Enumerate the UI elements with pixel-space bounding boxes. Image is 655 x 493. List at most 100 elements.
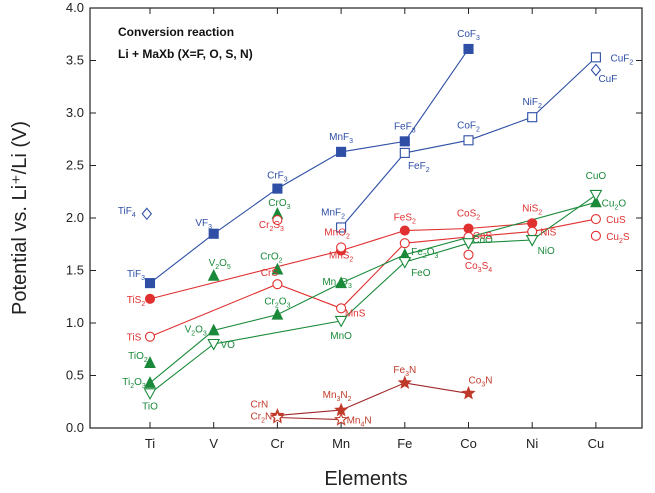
data-point (271, 262, 284, 275)
data-point (463, 43, 474, 55)
data-point (461, 385, 476, 400)
data-point (207, 269, 220, 281)
data-point (527, 218, 538, 229)
data-point (590, 52, 601, 63)
y-tick-label: 2.0 (66, 210, 84, 225)
x-tick-label: Cr (271, 436, 285, 451)
data-label: Cr2S3 (259, 220, 284, 233)
data-label: NiS (540, 228, 556, 239)
data-label: Fe2O3 (411, 247, 438, 260)
data-label: Mn2O3 (322, 277, 352, 290)
data-point (208, 228, 219, 239)
data-label: MnO2 (324, 227, 350, 240)
data-label: MnS (345, 308, 366, 319)
data-label: Co3S4 (465, 261, 492, 274)
y-tick-label: 2.5 (66, 158, 84, 173)
data-label: MnO (330, 331, 352, 342)
data-point (527, 112, 538, 123)
y-axis-title: Potential vs. Li⁺/Li (V) (9, 121, 31, 315)
data-points (141, 43, 603, 426)
x-tick-label: Co (460, 436, 477, 451)
data-label: FeO (411, 268, 431, 279)
data-point (336, 242, 347, 253)
data-label: NiS2 (522, 203, 542, 216)
data-point (399, 136, 410, 147)
data-point (272, 183, 283, 194)
data-point (399, 147, 410, 158)
data-label: CoS (473, 231, 493, 242)
data-point (144, 293, 156, 304)
data-label: CrS (261, 268, 279, 279)
data-label: Cr2N (251, 411, 273, 424)
data-label: Mn4N (347, 416, 372, 429)
data-label: Cu2O (602, 198, 627, 211)
x-tick-label: Ti (145, 436, 155, 451)
x-tick-label: V (209, 436, 218, 451)
data-label: MnF3 (329, 132, 353, 145)
data-label: NiO (538, 246, 555, 257)
data-point (272, 215, 283, 226)
data-label: FeS2 (394, 213, 416, 226)
data-point (334, 315, 348, 328)
x-axis-title: Elements (324, 468, 407, 490)
data-label: TiO (142, 401, 158, 412)
data-label: CoF3 (457, 29, 480, 42)
data-label: CrO3 (268, 198, 290, 211)
data-label: V2O3 (185, 324, 207, 337)
data-label: MnS2 (329, 251, 354, 264)
data-point (590, 214, 601, 225)
data-label: Cr2O3 (264, 297, 290, 310)
data-point (143, 388, 157, 400)
data-point (590, 195, 602, 208)
y-tick-label: 4.0 (66, 0, 84, 15)
data-point (462, 238, 475, 250)
data-label: CoO (472, 235, 493, 246)
data-point (397, 375, 412, 389)
data-label: CuF2 (610, 53, 633, 66)
y-tick-label: 3.0 (66, 105, 84, 120)
data-point (398, 257, 412, 269)
data-point (333, 412, 349, 426)
y-tick-label: 0.5 (66, 368, 84, 383)
data-label: CuS (606, 215, 626, 226)
data-point (144, 331, 156, 342)
data-point (144, 278, 156, 289)
y-tick-label: 1.0 (66, 315, 84, 330)
data-label: Fe3N (393, 365, 416, 378)
data-label: CuF (598, 74, 617, 85)
data-label: Mn3N2 (323, 390, 352, 403)
x-tick-label: Ni (526, 436, 538, 451)
data-labels: TiF3 VF3 CrF3 MnF3 FeF3 CoF3 MnF2 FeF2 CoF2 NiF2 C… (118, 29, 634, 429)
y-tick-label: 3.5 (66, 53, 84, 68)
data-point (463, 223, 474, 234)
data-point (335, 276, 347, 289)
data-label: TiF3 (127, 269, 145, 282)
data-label: TiS (127, 333, 142, 344)
annotation-title: Conversion reaction (118, 25, 234, 39)
data-label: NiF2 (522, 97, 542, 110)
data-label: CoF2 (457, 120, 480, 133)
y-tick-label: 0.0 (66, 420, 84, 435)
data-label: TiF4 (118, 206, 136, 219)
data-point (590, 63, 602, 77)
annotation-formula: Li + MaXb (X=F, O, S, N) (118, 47, 253, 61)
data-label: VF3 (195, 218, 212, 231)
data-label: TiS2 (127, 295, 146, 308)
data-point (399, 225, 410, 236)
x-axis: Ti V Cr Mn Fe Co Ni Cu (145, 8, 604, 451)
series-line (149, 201, 597, 384)
data-point (272, 279, 283, 290)
y-tick-label: 1.5 (66, 263, 84, 278)
data-point (207, 323, 220, 336)
plot-frame (89, 7, 643, 429)
data-label: CrN (251, 400, 269, 411)
data-point (271, 307, 284, 320)
data-label: CrF3 (267, 171, 288, 184)
series-line (277, 382, 469, 416)
data-point (270, 409, 285, 424)
y-axis: 0.0 0.5 1.0 1.5 2.0 2.5 3.0 3.5 4.0 (66, 0, 642, 435)
data-point (141, 207, 153, 221)
data-point (336, 222, 347, 233)
data-label: VO (220, 340, 235, 351)
data-point (463, 249, 474, 260)
